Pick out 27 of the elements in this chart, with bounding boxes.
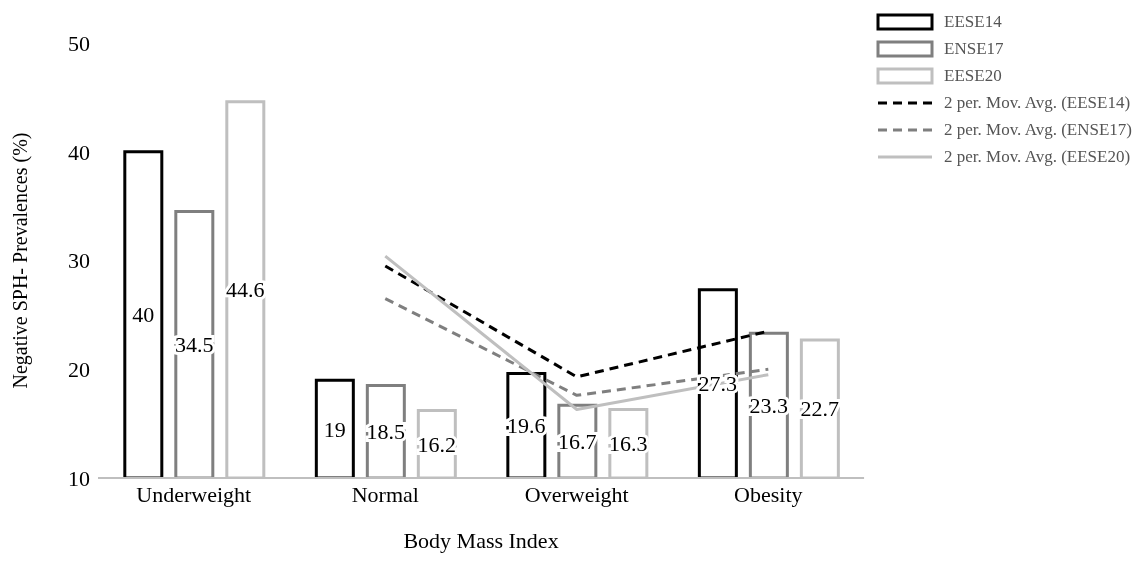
legend-label: 2 per. Mov. Avg. (ENSE17) xyxy=(944,119,1132,140)
data-label: 44.6 xyxy=(226,277,265,303)
y-tick-label: 40 xyxy=(68,139,90,165)
x-tick-label: Overweight xyxy=(524,481,629,507)
y-tick-label: 20 xyxy=(68,357,90,383)
data-label: 18.5 xyxy=(366,419,406,445)
data-label: 16.3 xyxy=(609,431,648,457)
data-label: 16.2 xyxy=(417,431,457,457)
legend-label: EESE20 xyxy=(944,65,1002,86)
legend-label: EESE14 xyxy=(944,11,1002,32)
data-label: 34.5 xyxy=(175,332,214,358)
legend-label: 2 per. Mov. Avg. (EESE20) xyxy=(944,146,1131,167)
data-label: 40 xyxy=(132,302,155,328)
y-tick-label: 50 xyxy=(68,30,90,56)
x-tick-label: Obesity xyxy=(734,481,803,507)
y-tick-label: 30 xyxy=(68,248,90,274)
legend-label: ENSE17 xyxy=(944,38,1004,59)
legend-label: 2 per. Mov. Avg. (EESE14) xyxy=(944,92,1131,113)
data-label: 23.3 xyxy=(749,393,789,419)
data-label: 19 xyxy=(323,416,346,442)
y-axis-title: Negative SPH- Prevalences (%) xyxy=(9,132,33,389)
x-axis-title: Body Mass Index xyxy=(403,528,559,553)
data-label: 16.7 xyxy=(558,429,597,455)
x-tick-label: Normal xyxy=(351,481,419,507)
y-tick-label: 10 xyxy=(68,465,90,491)
x-tick-label: Underweight xyxy=(136,481,252,507)
data-label: 22.7 xyxy=(800,396,840,422)
